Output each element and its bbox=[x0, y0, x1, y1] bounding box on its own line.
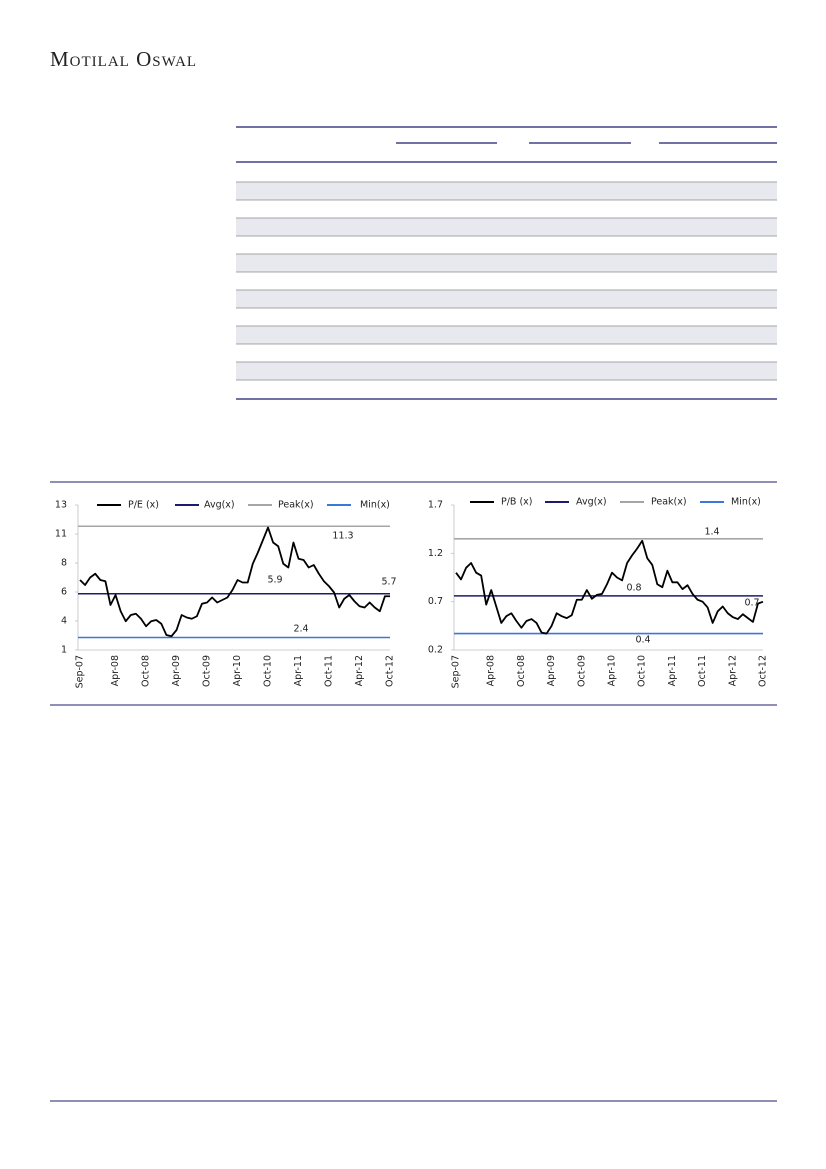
legend-label: P/B (x) bbox=[501, 497, 533, 508]
legend-label: Peak(x) bbox=[278, 500, 314, 511]
x-tick-label: Apr-11 bbox=[667, 655, 678, 686]
reference-label: 5.9 bbox=[267, 575, 282, 586]
chart: 0.2 0.7 1.2 1.7 Sep-07 Apr-08 Oct-08 Apr-09 Oct-… bbox=[428, 497, 769, 689]
legend-label: Min(x) bbox=[731, 497, 761, 508]
x-tick-label: Apr-08 bbox=[486, 655, 497, 686]
end-value-label: 5.7 bbox=[381, 577, 396, 588]
x-tick-label: Oct-11 bbox=[324, 655, 335, 687]
y-tick-label: 1.2 bbox=[428, 548, 443, 559]
x-tick-label: Apr-09 bbox=[546, 655, 557, 686]
y-tick-label: 11 bbox=[55, 529, 67, 540]
x-tick-label: Apr-10 bbox=[232, 655, 243, 686]
x-tick-label: Apr-09 bbox=[171, 655, 182, 686]
brand: Motilal Oswal bbox=[50, 47, 197, 71]
reference-label: 11.3 bbox=[332, 531, 353, 542]
x-tick-label: Apr-10 bbox=[607, 655, 618, 686]
y-tick-label: 1 bbox=[61, 645, 67, 656]
x-tick-label: Oct-09 bbox=[576, 655, 587, 687]
x-tick-label: Apr-12 bbox=[727, 655, 738, 686]
table-frame bbox=[236, 126, 777, 400]
reference-label: 1.4 bbox=[704, 527, 719, 538]
data-line bbox=[455, 539, 764, 635]
x-tick-label: Oct-11 bbox=[697, 655, 708, 687]
x-tick-label: Apr-08 bbox=[110, 655, 121, 686]
y-tick-label: 13 bbox=[55, 500, 67, 511]
y-tick-label: 4 bbox=[61, 616, 67, 627]
legend-label: Min(x) bbox=[360, 500, 390, 511]
y-tick-label: 1.7 bbox=[428, 500, 443, 511]
legend-label: P/E (x) bbox=[128, 500, 159, 511]
data-line bbox=[79, 526, 390, 638]
y-tick-label: 8 bbox=[61, 558, 67, 569]
y-tick-label: 0.7 bbox=[428, 596, 443, 607]
x-tick-label: Oct-08 bbox=[141, 655, 152, 687]
reference-label: 2.4 bbox=[293, 624, 308, 635]
y-tick-label: 0.2 bbox=[428, 645, 443, 656]
y-tick-label: 6 bbox=[61, 587, 67, 598]
x-tick-label: Oct-12 bbox=[385, 655, 396, 687]
reference-label: 0.8 bbox=[626, 583, 641, 594]
legend-label: Avg(x) bbox=[204, 500, 235, 511]
x-tick-label: Apr-12 bbox=[354, 655, 365, 686]
x-tick-label: Oct-08 bbox=[516, 655, 527, 687]
x-tick-label: Apr-11 bbox=[293, 655, 304, 686]
x-tick-label: Sep-07 bbox=[75, 655, 86, 688]
x-tick-label: Oct-12 bbox=[758, 655, 769, 687]
x-tick-label: Oct-09 bbox=[202, 655, 213, 687]
x-tick-label: Oct-10 bbox=[263, 655, 274, 687]
x-tick-label: Oct-10 bbox=[637, 655, 648, 687]
end-value-label: 0.7 bbox=[744, 598, 759, 609]
chart: 1 4 6 8 11 13 Sep-07 Apr-08 Oct-08 Apr-09 Oct-09 Ap… bbox=[55, 500, 397, 689]
legend-label: Peak(x) bbox=[651, 497, 687, 508]
x-tick-label: Sep-07 bbox=[451, 655, 462, 688]
reference-label: 0.4 bbox=[635, 635, 650, 646]
legend-label: Avg(x) bbox=[576, 497, 607, 508]
